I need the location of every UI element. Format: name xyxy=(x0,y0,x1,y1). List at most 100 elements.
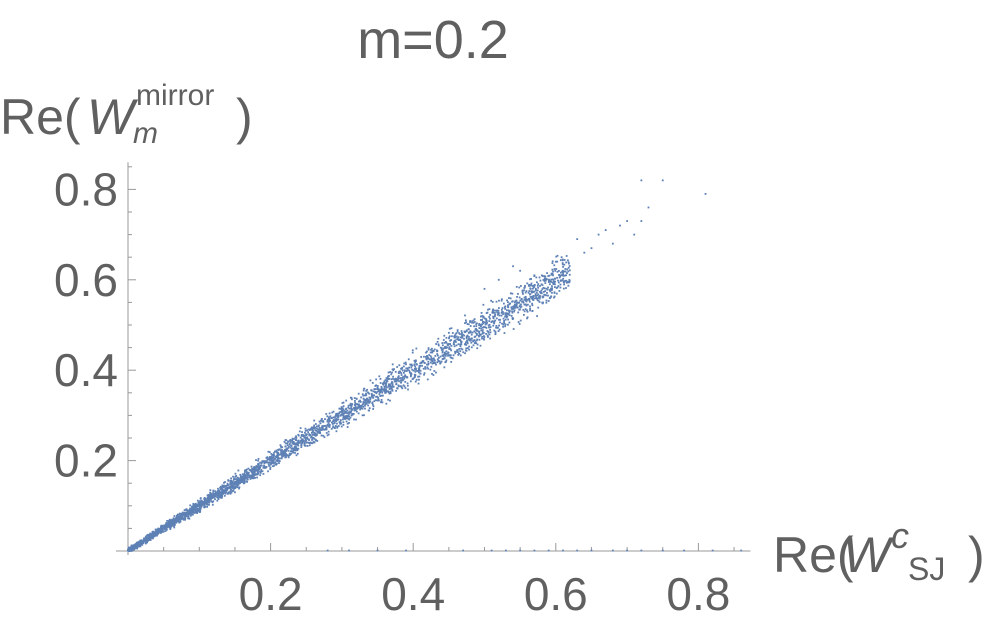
data-point xyxy=(238,487,240,490)
data-point xyxy=(469,331,472,334)
data-point xyxy=(367,404,370,407)
data-point xyxy=(289,450,292,453)
data-point xyxy=(187,517,189,520)
data-point xyxy=(375,391,378,394)
data-point xyxy=(283,450,285,452)
data-point xyxy=(510,306,513,309)
data-point xyxy=(353,397,356,399)
data-point xyxy=(368,401,371,404)
data-point xyxy=(302,434,305,437)
data-point xyxy=(529,287,532,290)
data-point xyxy=(390,387,393,390)
data-point xyxy=(166,524,169,526)
data-point xyxy=(335,414,338,417)
x-label-prefix: Re( xyxy=(773,527,854,583)
data-point xyxy=(524,308,527,311)
data-point xyxy=(411,351,414,354)
data-point xyxy=(427,347,430,350)
data-point xyxy=(544,282,547,284)
data-point xyxy=(550,295,553,298)
data-point xyxy=(457,336,460,339)
data-point xyxy=(240,479,243,482)
data-point xyxy=(198,510,201,512)
data-point xyxy=(455,335,458,338)
data-point xyxy=(385,386,388,389)
data-point xyxy=(195,511,197,514)
data-point xyxy=(512,308,514,310)
data-point xyxy=(360,396,363,399)
data-point xyxy=(229,486,232,488)
data-point xyxy=(349,411,352,414)
x-tick-label: 0.2 xyxy=(239,568,303,620)
data-point xyxy=(528,290,531,292)
data-point xyxy=(245,471,248,473)
data-point xyxy=(210,493,213,496)
data-point xyxy=(475,342,478,345)
data-point xyxy=(221,486,223,489)
data-point xyxy=(492,324,495,327)
data-point xyxy=(248,474,251,477)
data-point xyxy=(473,321,476,323)
data-point xyxy=(533,290,536,293)
data-point xyxy=(376,386,379,389)
data-point xyxy=(310,436,312,439)
data-point xyxy=(428,358,431,361)
x-label-subscript: SJ xyxy=(908,551,945,587)
data-point xyxy=(196,507,199,510)
data-point xyxy=(444,346,446,348)
data-point xyxy=(221,488,224,491)
data-point xyxy=(533,297,536,300)
data-point xyxy=(633,233,636,236)
data-point xyxy=(492,317,495,320)
data-point xyxy=(206,494,209,497)
data-point xyxy=(178,513,180,516)
data-point xyxy=(412,369,415,372)
data-point xyxy=(372,394,375,397)
data-point xyxy=(518,286,521,289)
data-point xyxy=(504,313,507,316)
data-point xyxy=(529,296,532,298)
data-point xyxy=(501,322,503,325)
data-point xyxy=(517,321,520,323)
data-point xyxy=(557,279,559,282)
data-point xyxy=(340,407,343,410)
data-point xyxy=(196,505,199,508)
data-point xyxy=(527,297,530,300)
data-point xyxy=(466,334,469,337)
data-point xyxy=(418,365,421,368)
data-point xyxy=(342,418,344,421)
data-point xyxy=(333,420,336,422)
data-point xyxy=(310,435,313,438)
data-point xyxy=(401,366,404,369)
data-point xyxy=(489,314,492,316)
data-point xyxy=(345,399,348,402)
data-point xyxy=(368,409,371,412)
data-point xyxy=(377,396,379,399)
data-point xyxy=(197,503,200,506)
data-point xyxy=(568,269,571,272)
data-point xyxy=(546,288,549,291)
data-point xyxy=(234,487,237,490)
data-point xyxy=(293,448,296,451)
data-point xyxy=(497,311,500,314)
data-point xyxy=(214,492,217,495)
data-point xyxy=(287,454,290,457)
data-point xyxy=(371,395,374,397)
data-point xyxy=(267,458,269,460)
data-point xyxy=(426,366,429,369)
data-point xyxy=(257,469,260,472)
data-point xyxy=(464,322,466,325)
data-point xyxy=(475,332,478,335)
data-point xyxy=(547,275,550,277)
data-point xyxy=(366,391,369,394)
data-point xyxy=(240,481,243,484)
data-point xyxy=(178,518,181,520)
data-point xyxy=(472,321,475,324)
data-point xyxy=(507,318,510,321)
data-point xyxy=(311,437,314,440)
data-point xyxy=(380,399,383,401)
data-point xyxy=(368,392,371,395)
data-point xyxy=(463,337,465,340)
data-point xyxy=(199,501,202,504)
data-point xyxy=(339,422,342,425)
